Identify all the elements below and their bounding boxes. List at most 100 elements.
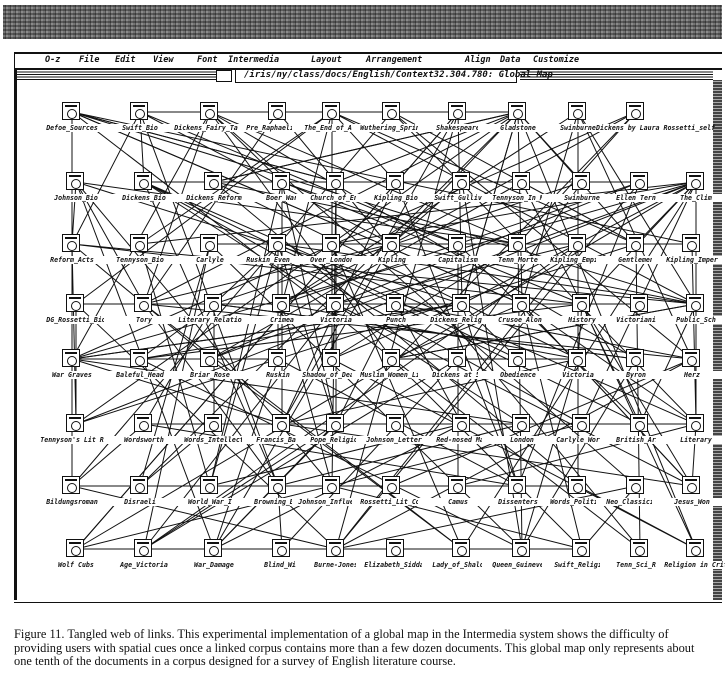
document-node[interactable]: Ellen Ternan [600, 172, 680, 202]
document-node[interactable]: Literary_Relations [174, 294, 254, 324]
document-node[interactable]: Jesus_Won [652, 476, 725, 506]
document-node[interactable]: London [482, 414, 562, 444]
document-node[interactable]: Camus [418, 476, 498, 506]
document-node[interactable]: Victoria [538, 349, 618, 379]
document-node[interactable]: Disraeli [100, 476, 180, 506]
document-node[interactable]: Lady_of_Shalott [422, 539, 502, 569]
menu-layout[interactable]: Layout [311, 55, 342, 65]
scrollbar[interactable] [713, 80, 722, 600]
document-node[interactable]: Tenn_Sci_Rel [600, 539, 680, 569]
document-node[interactable]: Swinburne [542, 172, 622, 202]
document-node[interactable]: Francis_Bacon [242, 414, 322, 444]
document-node[interactable]: Dickens_Religion [422, 294, 502, 324]
document-node[interactable]: Dickens at 50 [418, 349, 498, 379]
document-node[interactable]: Obedience [478, 349, 558, 379]
document-node[interactable]: Victoria [296, 294, 376, 324]
document-node[interactable]: Johnson_Influence [292, 476, 372, 506]
document-node[interactable]: Swift_Gulliver [422, 172, 502, 202]
document-node[interactable]: Neo_Classicists [596, 476, 676, 506]
menu-apple[interactable]: O-z [45, 55, 61, 65]
menu-intermedia[interactable]: Intermedia [228, 55, 280, 65]
document-node[interactable]: Briar_Rose [170, 349, 250, 379]
document-node[interactable]: British_Army [600, 414, 680, 444]
document-node[interactable]: Ruskin_Even_Pret [238, 234, 318, 264]
document-node[interactable]: Swift_Religion [542, 539, 622, 569]
document-node[interactable]: Pre_Raphaelitism [238, 102, 318, 132]
document-node[interactable]: Kipling_Imper [652, 234, 725, 264]
document-node[interactable]: Shakespeare [418, 102, 498, 132]
menu-font[interactable]: Font [197, 55, 218, 65]
document-node[interactable]: Over_London [292, 234, 372, 264]
document-node[interactable]: World_War_I [170, 476, 250, 506]
document-node[interactable]: War_Damage [174, 539, 254, 569]
document-node[interactable]: Capitalism [418, 234, 498, 264]
document-node[interactable]: DG_Rossetti_Bio [36, 294, 116, 324]
document-node[interactable]: Dickens by Laura Rossetti_self [596, 102, 715, 132]
document-node[interactable]: Tenn_Morte [478, 234, 558, 264]
document-node[interactable]: Browning_Bio [238, 476, 318, 506]
document-node[interactable]: Crusoe_Alone [482, 294, 562, 324]
close-box-icon[interactable] [216, 70, 232, 82]
global-map-canvas[interactable]: Defoe_Sources Swift_Bio Dickens_Fairy_Tale… [20, 84, 725, 580]
document-node[interactable]: Blind_Wil [242, 539, 322, 569]
document-node[interactable]: Victorianism [600, 294, 680, 324]
title-bar-stripes-right[interactable] [520, 70, 713, 80]
document-node[interactable]: Ruskin [238, 349, 318, 379]
document-node[interactable]: Queen_Guinevere [482, 539, 562, 569]
document-node[interactable]: Dickens_Bio [104, 172, 184, 202]
menu-data[interactable]: Data [500, 55, 521, 65]
document-node[interactable]: War Graves [32, 349, 112, 379]
document-node[interactable]: Wordsworth [104, 414, 184, 444]
document-node[interactable]: Kipling_Empire [538, 234, 618, 264]
document-node[interactable]: Gladstone [478, 102, 558, 132]
document-node[interactable]: Gentlemen [596, 234, 676, 264]
document-node[interactable]: The_Clim [656, 172, 725, 202]
document-node[interactable]: Red-nosed Man [422, 414, 502, 444]
document-node[interactable]: Rossetti_Lit_Cor [352, 476, 432, 506]
document-node[interactable]: Church_of_Eng [296, 172, 376, 202]
document-node[interactable]: Elizabeth_Siddal [356, 539, 436, 569]
document-node[interactable]: Tory [104, 294, 184, 324]
document-node[interactable]: Muslim_Women_Lit [352, 349, 432, 379]
document-node[interactable]: Age_Victoria [104, 539, 184, 569]
document-node[interactable]: Baleful_Head [100, 349, 180, 379]
document-node[interactable]: Johnson_Letters [356, 414, 436, 444]
menu-view[interactable]: View [153, 55, 174, 65]
document-node[interactable]: Kipling_Bio [356, 172, 436, 202]
document-node[interactable]: Dickens_Reform [174, 172, 254, 202]
document-node[interactable]: Herz [652, 349, 725, 379]
document-node[interactable]: Pope_Religion [296, 414, 376, 444]
document-node[interactable]: Dickens_Fairy_Tale [170, 102, 250, 132]
document-node[interactable]: Religion in Crit [656, 539, 725, 569]
document-node[interactable]: Byron [596, 349, 676, 379]
document-node[interactable]: Bildungsroman [32, 476, 112, 506]
menu-file[interactable]: File [79, 55, 100, 65]
document-node[interactable]: Punch [356, 294, 436, 324]
menu-customize[interactable]: Customize [533, 55, 580, 65]
document-node[interactable]: History [542, 294, 622, 324]
document-node[interactable]: Words_Intellect [174, 414, 254, 444]
title-bar-stripes-left[interactable] [17, 70, 217, 80]
document-node[interactable]: Words_Politics [538, 476, 618, 506]
document-node[interactable]: Carlyle [170, 234, 250, 264]
document-node[interactable]: Tennyson's Lit Rel [36, 414, 116, 444]
document-node[interactable]: Literary [656, 414, 725, 444]
document-node[interactable]: Public_Sch [656, 294, 725, 324]
document-node[interactable]: Dissenters [478, 476, 558, 506]
document-node[interactable]: Kipling [352, 234, 432, 264]
document-node[interactable]: Burne-Jones [296, 539, 376, 569]
document-node[interactable]: Crimea [242, 294, 322, 324]
document-node[interactable]: Wolf Cubs [36, 539, 116, 569]
document-node[interactable]: Carlyle_Works [542, 414, 622, 444]
document-node[interactable]: Defoe_Sources [32, 102, 112, 132]
document-node[interactable]: Swift_Bio [100, 102, 180, 132]
document-node[interactable]: Wuthering_Spring [352, 102, 432, 132]
document-node[interactable]: Swinburne [538, 102, 618, 132]
document-node[interactable]: Johnson_Bio [36, 172, 116, 202]
menu-arrangement[interactable]: Arrangement [366, 55, 423, 65]
window-title-bar[interactable]: /iris/ny/class/docs/English/Context32.30… [216, 69, 553, 83]
document-node[interactable]: Shadow_of_Death [292, 349, 372, 379]
document-node[interactable]: Tennyson_In_Mem [482, 172, 562, 202]
menu-align[interactable]: Align [465, 55, 491, 65]
document-node[interactable]: Tennyson_Bio [100, 234, 180, 264]
